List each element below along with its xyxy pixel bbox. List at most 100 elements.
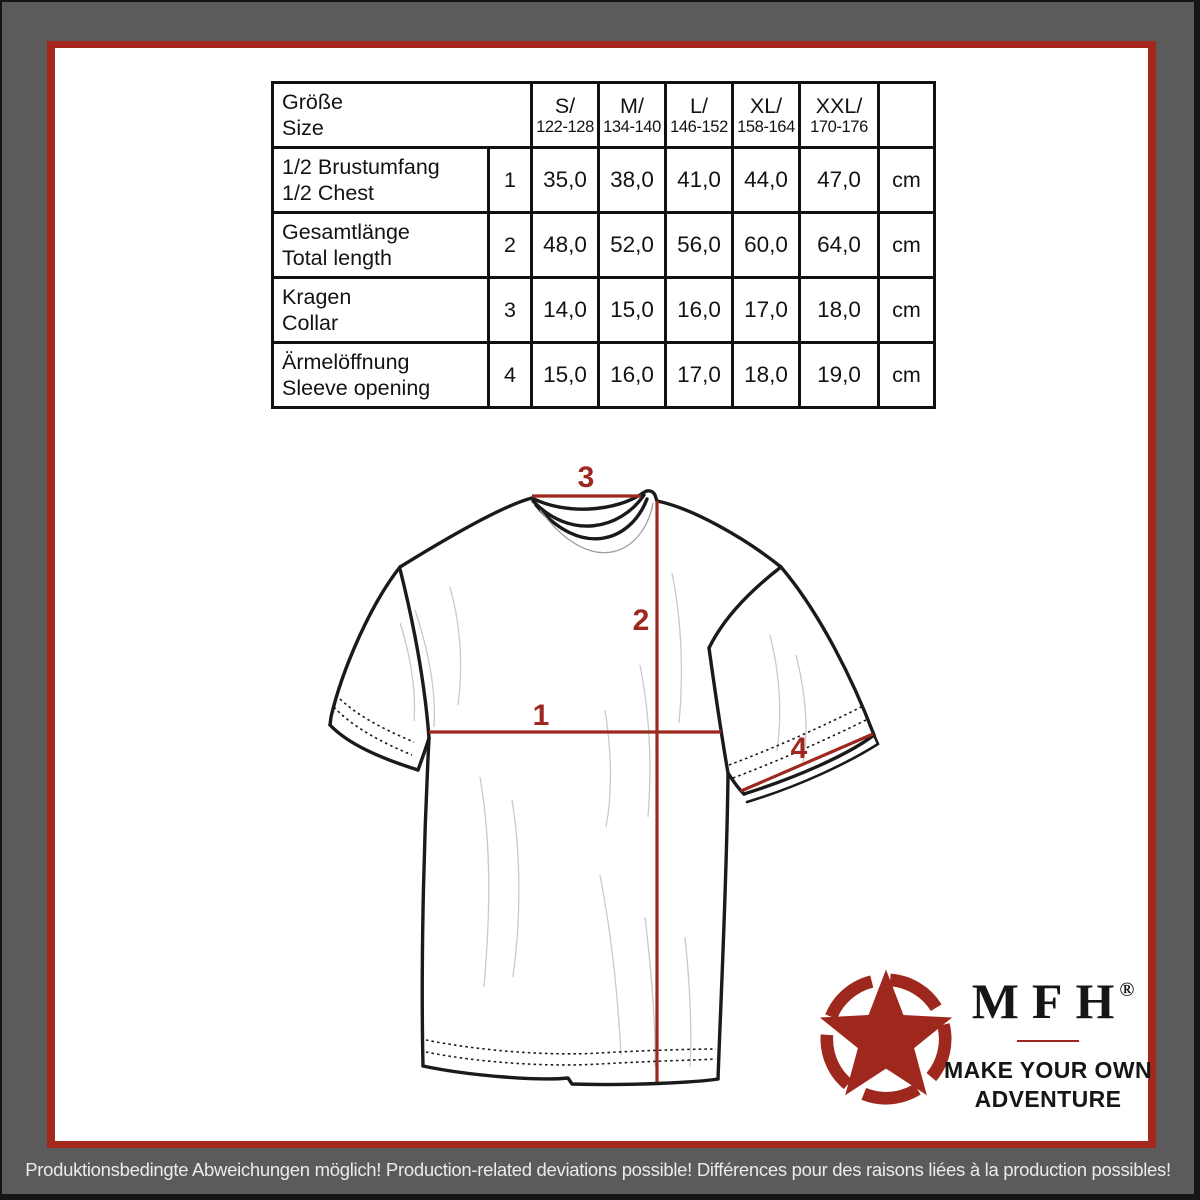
header-label-en: Size (282, 116, 324, 140)
value-cell: 16,0 (664, 276, 734, 344)
star-icon (819, 969, 953, 1105)
star-shape (819, 969, 953, 1096)
content-panel: Größe Size S/ 122-128 M/ 134-140 L/ (55, 48, 1152, 1141)
body-right-edge (707, 646, 730, 1081)
value-cell: 64,0 (798, 211, 880, 279)
red-border-panel: Größe Size S/ 122-128 M/ 134-140 L/ (47, 41, 1156, 1148)
value-cell: 60,0 (731, 211, 801, 279)
tshirt-outline (328, 496, 880, 1087)
row-label-en: Total length (282, 246, 392, 270)
row-label-de: Ärmelöffnung (282, 350, 410, 374)
value-cell: 18,0 (731, 341, 801, 409)
value-cell: 15,0 (530, 341, 600, 409)
size-table: Größe Size S/ 122-128 M/ 134-140 L/ (271, 81, 936, 409)
collar-right-notch (641, 489, 659, 503)
tagline-line1: MAKE YOUR OWN (944, 1057, 1152, 1083)
right-shoulder (655, 499, 783, 569)
mfh-star-badge (812, 965, 960, 1113)
value-cell: 17,0 (664, 341, 734, 409)
row-number: 3 (487, 276, 533, 344)
collar-shadow-line (539, 502, 654, 554)
row-label-de: Kragen (282, 285, 352, 309)
value-cell: 16,0 (597, 341, 667, 409)
left-shoulder (398, 496, 534, 569)
measure-label-length: 2 (633, 604, 650, 637)
tagline-line2: ADVENTURE (974, 1086, 1122, 1112)
collar-rib-line (531, 493, 646, 528)
header-size-l: L/ 146-152 (664, 81, 734, 149)
value-cell: 48,0 (530, 211, 600, 279)
measure-label-collar: 3 (578, 461, 595, 494)
right-sleeve-cuff (742, 733, 876, 796)
row-label-cell: Gesamtlänge Total length (271, 211, 490, 279)
row-label-cell: 1/2 Brustumfang 1/2 Chest (271, 146, 490, 214)
tshirt-drawing-svg: 3 2 1 4 (328, 461, 880, 1087)
disclaimer-text: Produktionsbedingte Abweichungen möglich… (25, 1159, 1171, 1180)
header-size-xl: XL/ 158-164 (731, 81, 801, 149)
left-sleeve-cuff (328, 723, 420, 772)
row-number: 4 (487, 341, 533, 409)
row-number: 2 (487, 211, 533, 279)
table-row-chest: 1/2 Brustumfang 1/2 Chest 1 35,0 38,0 41… (271, 146, 936, 214)
header-unit-cell (877, 81, 936, 149)
brand-name: MFH (971, 973, 1128, 1029)
header-label-cell: Größe Size (271, 81, 533, 149)
stitch-lines (333, 694, 869, 1066)
fabric-wrinkles (399, 572, 807, 1068)
measure-label-sleeve: 4 (791, 732, 808, 765)
right-armhole-seam (707, 565, 783, 650)
value-cell: 38,0 (597, 146, 667, 214)
header-size-s: S/ 122-128 (530, 81, 600, 149)
right-sleeve-outer (779, 565, 876, 737)
left-sleeve-outer (328, 565, 402, 727)
value-cell: 44,0 (731, 146, 801, 214)
value-cell: 41,0 (664, 146, 734, 214)
row-label-de: 1/2 Brustumfang (282, 155, 440, 179)
table-header-row: Größe Size S/ 122-128 M/ 134-140 L/ (271, 81, 936, 149)
header-label-de: Größe (282, 90, 343, 114)
footer-disclaimer: Produktionsbedingte Abweichungen möglich… (2, 1148, 1194, 1194)
right-underarm (726, 771, 746, 796)
unit-cell: cm (877, 341, 936, 409)
measure-line-sleeve (740, 732, 874, 793)
logo-divider (1017, 1040, 1079, 1042)
unit-cell: cm (877, 276, 936, 344)
row-label-cell: Ärmelöffnung Sleeve opening (271, 341, 490, 409)
left-armhole-seam (398, 567, 431, 740)
table-row-collar: Kragen Collar 3 14,0 15,0 16,0 17,0 18,0… (271, 276, 936, 344)
brand-wordmark: MFH® (950, 963, 1156, 1028)
body-left-edge (420, 736, 431, 1068)
broken-circle (820, 973, 952, 1105)
right-cuff-fold (745, 733, 880, 804)
value-cell: 14,0 (530, 276, 600, 344)
tagline: MAKE YOUR OWN ADVENTURE (940, 1056, 1156, 1114)
unit-cell: cm (877, 146, 936, 214)
mfh-logo: MFH® MAKE YOUR OWN ADVENTURE (940, 963, 1156, 1114)
value-cell: 19,0 (798, 341, 880, 409)
header-size-xxl: XXL/ 170-176 (798, 81, 880, 149)
value-cell: 52,0 (597, 211, 667, 279)
table-row-length: Gesamtlänge Total length 2 48,0 52,0 56,… (271, 211, 936, 279)
value-cell: 56,0 (664, 211, 734, 279)
row-label-en: 1/2 Chest (282, 181, 375, 205)
unit-cell: cm (877, 211, 936, 279)
tshirt-diagram: 3 2 1 4 (300, 455, 890, 1105)
row-number: 1 (487, 146, 533, 214)
value-cell: 15,0 (597, 276, 667, 344)
collar (530, 489, 659, 554)
bottom-hem (421, 1064, 720, 1087)
row-label-en: Sleeve opening (282, 376, 431, 400)
row-label-cell: Kragen Collar (271, 276, 490, 344)
value-cell: 17,0 (731, 276, 801, 344)
table-row-sleeve: Ärmelöffnung Sleeve opening 4 15,0 16,0 … (271, 341, 936, 409)
row-label-en: Collar (282, 311, 339, 335)
collar-rib-bottom (534, 497, 649, 541)
registered-mark: ® (1119, 979, 1135, 1001)
header-size-m: M/ 134-140 (597, 81, 667, 149)
value-cell: 47,0 (798, 146, 880, 214)
collar-top-edge (530, 491, 645, 511)
measure-label-chest: 1 (533, 699, 550, 732)
value-cell: 18,0 (798, 276, 880, 344)
